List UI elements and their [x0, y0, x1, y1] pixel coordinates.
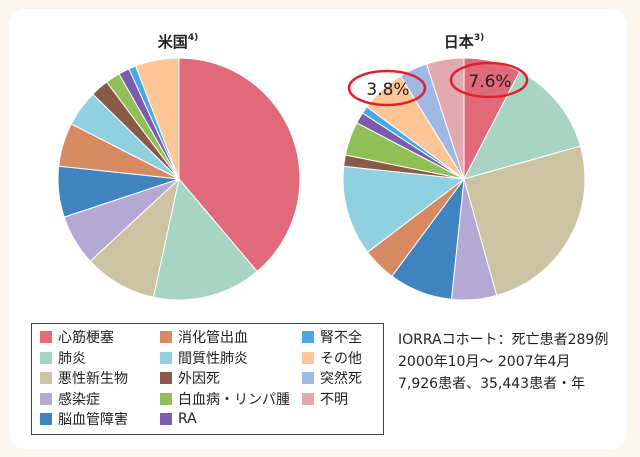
- annotation-mi: 7.6%: [468, 72, 511, 92]
- annotation-circle-sudden-death: [347, 69, 427, 107]
- cohort-line-3: 7,926患者、35,443患者・年: [398, 376, 586, 392]
- legend-label: 消化管出血: [178, 330, 248, 346]
- jp-slice-2: [463, 145, 586, 297]
- legend-swatch: [160, 331, 172, 343]
- legend-item: 悪性新生物: [40, 369, 128, 387]
- legend-swatch: [160, 392, 172, 405]
- legend-label: 突然死: [320, 371, 362, 387]
- legend-swatch: [40, 413, 52, 425]
- legend-item: RA: [160, 410, 197, 428]
- legend: 心筋梗塞肺炎悪性新生物感染症脳血管障害 消化管出血間質性肺炎外因死白血病・リンパ腫…: [31, 323, 384, 435]
- legend-label: RA: [178, 411, 197, 427]
- legend-item: 肺炎: [40, 349, 86, 367]
- jp-pie: [342, 57, 586, 301]
- jp-title: 日本3): [444, 33, 484, 51]
- legend-swatch: [40, 392, 52, 405]
- us-slice-1: [152, 177, 258, 301]
- legend-swatch: [40, 331, 52, 343]
- jp-slice-6: [342, 165, 466, 253]
- legend-swatch: [302, 351, 314, 364]
- legend-label: 腎不全: [320, 330, 362, 346]
- legend-item: 不明: [302, 390, 348, 408]
- legend-item: 突然死: [302, 369, 362, 387]
- us-slice-0: [178, 57, 301, 273]
- legend-swatch: [302, 392, 314, 405]
- legend-item: その他: [302, 349, 362, 367]
- legend-label: 白血病・リンパ腫: [178, 391, 290, 408]
- legend-label: 悪性新生物: [58, 371, 128, 387]
- legend-label: 不明: [320, 391, 348, 408]
- legend-swatch: [160, 372, 172, 384]
- cohort-line-2: 2000年10月～ 2007年4月: [398, 354, 571, 370]
- annotation-sudden-death: 3.8%: [366, 80, 409, 100]
- legend-swatch: [40, 372, 52, 384]
- legend-label: 脳血管障害: [58, 412, 128, 428]
- legend-label: 肺炎: [58, 350, 86, 367]
- cohort-line-1: IORRAコホート：死亡患者289例: [398, 332, 609, 348]
- annotation-circle-mi: [449, 61, 529, 99]
- legend-item: 腎不全: [302, 328, 362, 346]
- us-slice-11: [135, 57, 180, 180]
- legend-label: 感染症: [58, 391, 100, 408]
- legend-swatch: [40, 351, 52, 364]
- legend-label: 間質性肺炎: [178, 350, 248, 367]
- us-title: 米国4): [158, 33, 198, 51]
- legend-item: 外因死: [160, 369, 220, 387]
- legend-swatch: [302, 372, 314, 384]
- legend-swatch: [160, 413, 172, 425]
- legend-item: 白血病・リンパ腫: [160, 390, 290, 408]
- legend-swatch: [302, 331, 314, 343]
- us-pie: [57, 57, 301, 301]
- legend-swatch: [160, 351, 172, 364]
- legend-label: その他: [320, 350, 362, 367]
- us-slice-2: [89, 177, 180, 298]
- legend-label: 外因死: [178, 371, 220, 387]
- legend-item: 消化管出血: [160, 328, 248, 346]
- cohort-info: IORRAコホート：死亡患者289例 2000年10月～ 2007年4月 7,9…: [398, 329, 608, 395]
- legend-item: 心筋梗塞: [40, 328, 114, 346]
- legend-item: 間質性肺炎: [160, 349, 248, 367]
- legend-item: 脳血管障害: [40, 410, 128, 428]
- legend-label: 心筋梗塞: [58, 330, 114, 346]
- legend-item: 感染症: [40, 390, 100, 408]
